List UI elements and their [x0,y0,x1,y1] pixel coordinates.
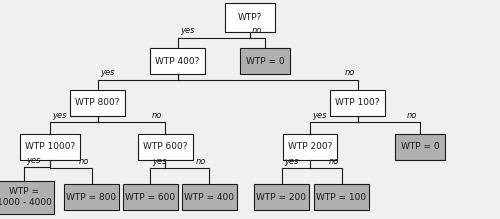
Text: yes: yes [26,155,41,164]
FancyBboxPatch shape [314,184,369,210]
FancyBboxPatch shape [70,90,125,116]
Text: yes: yes [152,157,167,166]
FancyBboxPatch shape [282,134,338,160]
FancyBboxPatch shape [150,48,205,74]
FancyBboxPatch shape [0,181,54,214]
Text: WTP = 600: WTP = 600 [125,193,175,202]
FancyBboxPatch shape [254,184,309,210]
Text: WTP = 0: WTP = 0 [400,142,440,151]
FancyBboxPatch shape [122,184,178,210]
FancyBboxPatch shape [20,134,80,160]
Text: WTP 400?: WTP 400? [156,57,200,66]
Text: WTP 600?: WTP 600? [143,142,187,151]
Text: no: no [252,26,262,35]
Text: WTP 800?: WTP 800? [75,98,120,108]
Text: yes: yes [284,157,298,166]
Text: yes: yes [52,111,67,120]
Text: no: no [328,157,339,166]
Text: WTP =
1000 - 4000: WTP = 1000 - 4000 [0,187,52,207]
FancyBboxPatch shape [240,48,290,74]
Text: no: no [78,157,89,166]
Text: WTP 100?: WTP 100? [335,98,380,108]
Text: no: no [407,111,418,120]
Text: yes: yes [180,26,194,35]
Text: WTP = 200: WTP = 200 [256,193,306,202]
Text: no: no [152,111,162,120]
Text: yes: yes [100,68,114,77]
Text: WTP?: WTP? [238,13,262,22]
Text: WTP = 100: WTP = 100 [316,193,366,202]
FancyBboxPatch shape [138,134,192,160]
Text: WTP = 0: WTP = 0 [246,57,284,66]
FancyBboxPatch shape [225,3,275,32]
FancyBboxPatch shape [64,184,119,210]
FancyBboxPatch shape [395,134,445,160]
Text: WTP = 800: WTP = 800 [66,193,116,202]
Text: yes: yes [312,111,327,120]
Text: WTP 200?: WTP 200? [288,142,332,151]
Text: no: no [196,157,206,166]
FancyBboxPatch shape [330,90,385,116]
Text: no: no [344,68,355,77]
Text: WTP 1000?: WTP 1000? [25,142,75,151]
FancyBboxPatch shape [182,184,236,210]
Text: WTP = 400: WTP = 400 [184,193,234,202]
